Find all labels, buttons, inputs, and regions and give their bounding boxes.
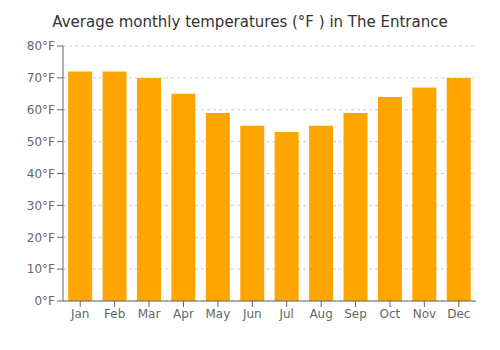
svg-text:80°F: 80°F [27,39,55,53]
svg-text:Apr: Apr [173,307,194,321]
svg-text:Jun: Jun [242,307,262,321]
svg-text:Nov: Nov [413,307,436,321]
svg-text:Mar: Mar [138,307,161,321]
svg-text:Sep: Sep [344,307,367,321]
svg-text:Jul: Jul [278,307,293,321]
svg-text:Aug: Aug [309,307,332,321]
svg-text:20°F: 20°F [27,231,55,245]
svg-text:30°F: 30°F [27,199,55,213]
svg-text:Jan: Jan [70,307,90,321]
svg-text:Dec: Dec [447,307,470,321]
svg-text:May: May [205,307,230,321]
svg-text:0°F: 0°F [34,294,55,308]
svg-text:Oct: Oct [380,307,401,321]
svg-text:Feb: Feb [104,307,125,321]
svg-text:60°F: 60°F [27,103,55,117]
svg-text:50°F: 50°F [27,135,55,149]
html-text:Average monthly temperatures (: Average monthly temperatures (°F ) in Th… [52,13,448,31]
svg-text:70°F: 70°F [27,71,55,85]
svg-text:40°F: 40°F [27,167,55,181]
svg-text:10°F: 10°F [27,262,55,276]
